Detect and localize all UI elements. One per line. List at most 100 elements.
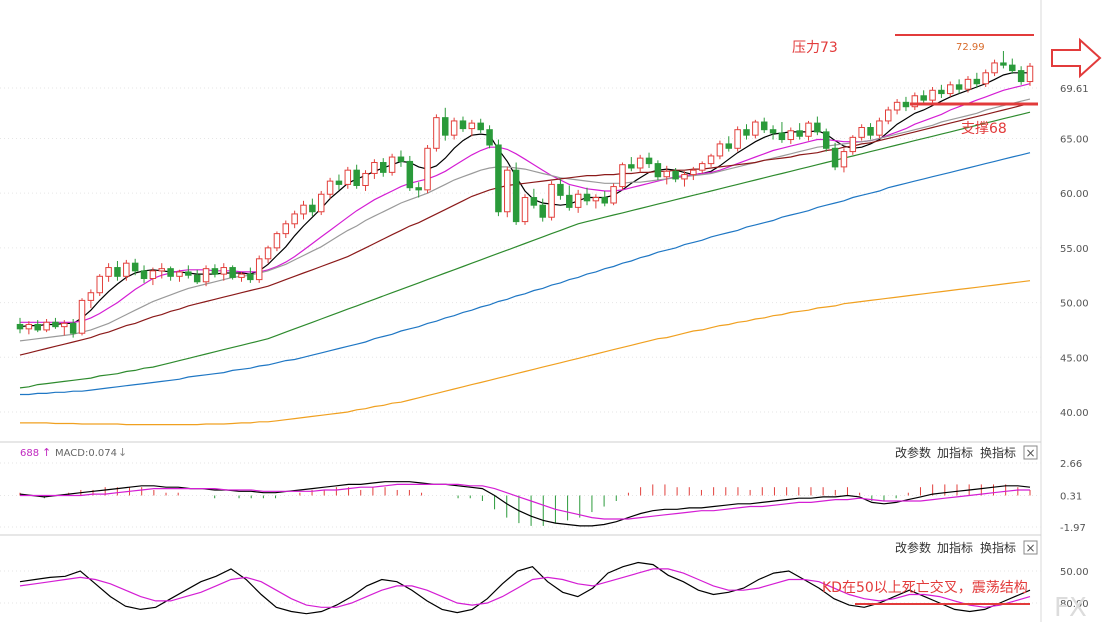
candlestick <box>158 263 166 279</box>
candlestick <box>566 185 573 211</box>
kd-close-button[interactable] <box>1023 540 1038 555</box>
candlestick <box>752 119 759 139</box>
candle-body <box>193 274 201 283</box>
candle-body <box>902 101 910 108</box>
candle-body <box>610 186 617 204</box>
candle-body <box>884 109 892 122</box>
kd-add-indicator-button[interactable]: 加指标 <box>937 540 973 555</box>
candle-body <box>867 127 874 136</box>
candlestick <box>734 126 741 152</box>
candle-body <box>114 267 121 277</box>
ma-line <box>19 98 1031 342</box>
candle-body <box>309 204 316 213</box>
candle-body <box>477 122 484 131</box>
candle-body <box>459 120 467 130</box>
candlestick <box>876 117 883 139</box>
candlestick <box>947 81 954 97</box>
price-tick-label: 40.00 <box>1060 408 1089 419</box>
candlestick <box>636 154 644 173</box>
kd-swap-indicator-button[interactable]: 换指标 <box>980 540 1016 555</box>
candle-body <box>486 129 493 146</box>
candle-body <box>698 163 706 171</box>
candlestick <box>300 200 307 220</box>
candle-body <box>220 267 228 275</box>
candle-body <box>876 120 883 136</box>
candle-body <box>796 130 803 137</box>
candlestick <box>397 150 405 167</box>
price-grid <box>0 87 1041 413</box>
candle-body <box>778 132 786 141</box>
candle-body <box>247 273 254 281</box>
candle-body <box>716 143 724 157</box>
candle-body <box>707 155 715 165</box>
candlestick <box>344 166 352 189</box>
candlestick <box>371 159 378 179</box>
candlestick <box>211 264 219 278</box>
candle-body <box>504 169 511 213</box>
candle-body <box>442 117 449 136</box>
high-price-label: 72.99 <box>956 42 985 53</box>
candlestick <box>884 106 892 125</box>
candlestick <box>176 269 183 282</box>
candle-body <box>734 129 741 149</box>
candle-body <box>52 321 59 328</box>
macd-add-indicator-button[interactable]: 加指标 <box>937 445 973 460</box>
candlestick <box>796 123 803 140</box>
candlestick <box>78 298 86 336</box>
candlestick <box>477 118 484 133</box>
candlestick <box>25 321 33 335</box>
macd-grid <box>0 462 1041 528</box>
macd-modify-params-button[interactable]: 改参数 <box>895 445 931 460</box>
candle-body <box>938 89 945 95</box>
candlestick <box>1017 66 1025 85</box>
kd-modify-params-button[interactable]: 改参数 <box>895 540 931 555</box>
macd-code: 688 <box>20 448 39 459</box>
candlestick <box>220 263 228 281</box>
candlestick <box>743 124 750 140</box>
candlestick <box>805 120 812 141</box>
macd-value-label: MACD:0.074 <box>55 448 117 459</box>
candlestick <box>849 135 857 155</box>
macd-dea-line <box>20 483 1030 520</box>
candle-body <box>362 172 369 186</box>
macd-close-button[interactable] <box>1023 445 1038 460</box>
candlestick <box>406 155 414 191</box>
candlestick <box>619 162 626 190</box>
candle-body <box>433 117 440 149</box>
candle-body <box>601 197 608 204</box>
candle-body <box>681 174 688 180</box>
candle-body <box>991 62 998 74</box>
macd-close-icon: × <box>1025 446 1035 460</box>
candlestick <box>362 170 369 191</box>
candlestick <box>123 259 130 281</box>
candle-body <box>849 136 857 153</box>
candle-body <box>202 268 210 283</box>
candlestick <box>229 265 236 280</box>
watermark: FX <box>1054 593 1087 622</box>
candle-body <box>663 170 671 178</box>
candlestick <box>583 187 591 206</box>
candle-body <box>415 187 422 191</box>
candlestick <box>238 271 245 282</box>
candlestick <box>1009 58 1016 74</box>
price-tick-label: 65.00 <box>1060 134 1089 145</box>
candle-body <box>911 95 919 108</box>
candlestick <box>43 318 50 333</box>
macd-histogram <box>19 484 1031 526</box>
candlestick <box>486 125 493 149</box>
candle-body <box>282 223 290 235</box>
candlestick <box>335 174 343 190</box>
macd-swap-indicator-button[interactable]: 换指标 <box>980 445 1016 460</box>
candlestick <box>512 162 520 225</box>
candlestick <box>822 128 830 152</box>
macd-up-arrow-icon: ↑ <box>42 446 51 459</box>
candle-body <box>769 129 777 134</box>
candle-body <box>406 160 414 189</box>
candle-body <box>760 121 768 131</box>
candle-body <box>69 322 77 334</box>
candle-body <box>379 162 387 173</box>
macd-down-arrow-icon: ↓ <box>118 446 127 459</box>
candlestick <box>991 59 998 77</box>
candle-body <box>521 197 529 223</box>
candlestick <box>530 188 538 209</box>
